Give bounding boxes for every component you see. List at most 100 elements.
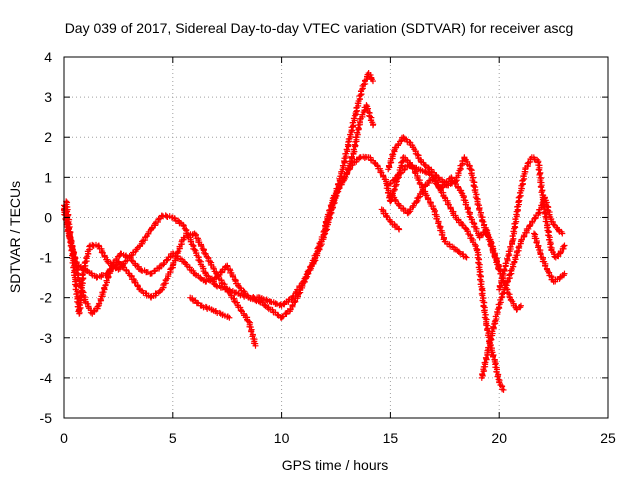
y-tick-label: 1 xyxy=(44,169,52,185)
data-point xyxy=(426,177,433,184)
axis-ticks xyxy=(63,56,609,419)
data-point xyxy=(396,226,403,233)
plot-frame xyxy=(63,56,609,419)
y-tick-label: 3 xyxy=(44,89,52,105)
data-point xyxy=(350,115,357,122)
data-point xyxy=(463,254,470,261)
data-point xyxy=(536,171,543,178)
data-point xyxy=(139,238,146,245)
data-point xyxy=(343,146,350,153)
data-point xyxy=(433,179,440,186)
data-point xyxy=(464,206,471,213)
data-point xyxy=(494,308,501,315)
x-tick-label: 0 xyxy=(60,430,68,446)
data-point xyxy=(369,78,376,85)
data-point xyxy=(272,300,279,307)
data-point xyxy=(262,297,269,304)
data-point xyxy=(559,230,566,237)
data-point xyxy=(245,318,252,325)
data-point xyxy=(504,255,511,262)
data-point xyxy=(66,233,73,240)
data-point xyxy=(340,177,347,184)
x-axis-label: GPS time / hours xyxy=(282,457,389,473)
data-point xyxy=(500,270,507,277)
data-point xyxy=(70,264,77,271)
data-point xyxy=(517,302,524,309)
data-point xyxy=(285,297,292,304)
y-tick-label: -4 xyxy=(40,370,53,386)
series-track-3 xyxy=(61,206,259,349)
data-point xyxy=(541,210,548,217)
data-point xyxy=(515,244,522,251)
data-point xyxy=(350,146,357,153)
data-point xyxy=(561,242,568,249)
data-point xyxy=(206,258,213,265)
data-point xyxy=(413,198,420,205)
series-track-10 xyxy=(478,194,566,381)
data-point xyxy=(500,386,507,393)
series-track-12 xyxy=(531,230,568,285)
data-point xyxy=(414,151,421,158)
data-point xyxy=(274,311,281,318)
data-point xyxy=(327,206,334,213)
y-tick-label: -1 xyxy=(40,250,53,266)
series-track-4 xyxy=(187,294,233,321)
data-point xyxy=(531,230,538,237)
y-tick-label: -2 xyxy=(40,290,53,306)
data-point xyxy=(490,323,497,330)
data-point xyxy=(320,234,327,241)
data-point xyxy=(435,220,442,227)
y-tick-label: -5 xyxy=(40,410,53,426)
data-point xyxy=(483,226,490,233)
data-point xyxy=(484,347,491,354)
data-point xyxy=(421,161,428,168)
data-point xyxy=(174,249,181,256)
y-tick-label: 4 xyxy=(44,49,52,65)
data-point xyxy=(73,291,80,298)
x-tick-label: 10 xyxy=(274,430,290,446)
x-tick-label: 5 xyxy=(169,430,177,446)
data-point xyxy=(490,353,497,360)
data-point xyxy=(363,102,370,109)
data-point xyxy=(482,354,489,361)
data-point xyxy=(390,151,397,158)
y-tick-label: 2 xyxy=(44,129,52,145)
data-point xyxy=(531,215,538,222)
series-track-7 xyxy=(385,162,503,273)
data-point xyxy=(252,342,259,349)
data-point xyxy=(501,266,508,273)
data-point xyxy=(537,251,544,258)
data-point xyxy=(187,238,194,245)
data-point xyxy=(406,139,413,146)
data-point xyxy=(354,129,361,136)
y-tick-label: -3 xyxy=(40,330,53,346)
data-point xyxy=(311,258,318,265)
data-point xyxy=(405,209,412,216)
data-point xyxy=(468,216,475,223)
data-point xyxy=(163,257,170,264)
data-point xyxy=(505,290,512,297)
series-track-11 xyxy=(496,154,568,293)
series-track-2 xyxy=(63,102,377,317)
data-point xyxy=(494,373,501,380)
data-point xyxy=(237,307,244,314)
data-point xyxy=(369,122,376,129)
data-point xyxy=(484,327,491,334)
data-point xyxy=(479,218,486,225)
data-point xyxy=(327,202,334,209)
data-point xyxy=(191,246,198,253)
data-point xyxy=(314,250,321,257)
series-track-9 xyxy=(378,206,403,233)
data-point xyxy=(77,304,84,311)
data-point xyxy=(261,301,268,308)
data-point xyxy=(470,183,477,190)
data-point xyxy=(550,221,557,228)
data-point xyxy=(462,253,469,260)
data-point xyxy=(560,243,567,250)
data-point xyxy=(479,371,486,378)
series-track-8 xyxy=(387,174,507,393)
data-point xyxy=(561,270,568,277)
tick-labels: 0 5 10 15 20 25 -5 -4 -3 -2 -1 0 1 2 3 4 xyxy=(40,49,616,446)
data-point xyxy=(458,189,465,196)
